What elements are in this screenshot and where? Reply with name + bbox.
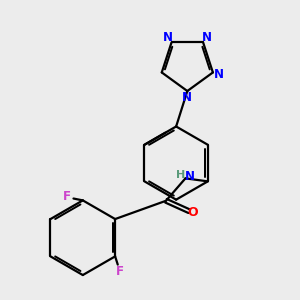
Text: N: N (185, 169, 195, 183)
Text: O: O (188, 206, 198, 219)
Text: H: H (176, 169, 185, 180)
Text: N: N (214, 68, 224, 81)
Text: F: F (116, 265, 124, 278)
Text: F: F (63, 190, 71, 203)
Text: N: N (202, 31, 212, 44)
Text: N: N (182, 91, 192, 104)
Text: N: N (163, 31, 173, 44)
